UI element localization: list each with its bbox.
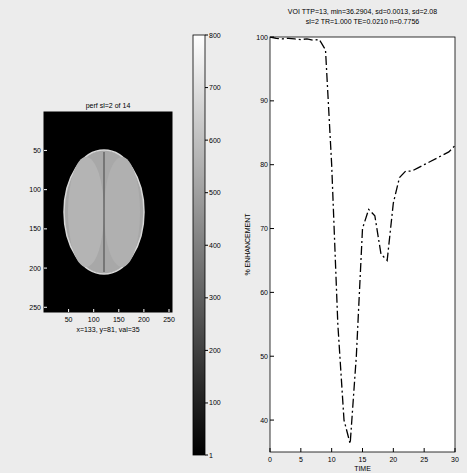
x-tick (331, 448, 332, 452)
x-tick-label: 30 (451, 456, 459, 463)
chart-subtitle: sl=2 TR=1.000 TE=0.0210 n=0.7756 (306, 18, 419, 25)
x-tick-label: 5 (299, 456, 303, 463)
x-tick-label: 200 (138, 316, 150, 323)
x-tick (362, 448, 363, 452)
x-tick-label: 20 (389, 456, 397, 463)
x-tick (68, 309, 69, 312)
y-tick-label: 200 (29, 265, 41, 272)
plot-frame (270, 37, 455, 452)
colorbar-tick-label: 200 (209, 347, 221, 354)
x-tick (270, 448, 271, 452)
x-tick-label: 50 (65, 316, 73, 323)
x-tick-label: 15 (359, 456, 367, 463)
image-xlabel: x=133, y=81, val=35 (76, 326, 139, 334)
y-tick (44, 307, 47, 308)
colorbar-tick (205, 87, 208, 88)
figure: 5010015020025050100150200250perf sl=2 of… (0, 0, 467, 473)
enhancement-line (270, 37, 455, 444)
y-axis-title: % ENHANCEMENT (244, 213, 251, 276)
colorbar-tick-label: 400 (209, 242, 221, 249)
y-tick (44, 150, 47, 151)
colorbar-tick (205, 455, 208, 456)
y-tick-label: 90 (260, 97, 268, 104)
x-axis-title: TIME (354, 465, 371, 472)
x-tick (168, 309, 169, 312)
midline (103, 152, 104, 272)
y-tick (270, 228, 274, 229)
x-tick (424, 448, 425, 452)
y-tick-label: 50 (33, 147, 41, 154)
y-tick-label: 50 (260, 353, 268, 360)
colorbar-tick (205, 350, 208, 351)
y-tick-label: 80 (260, 161, 268, 168)
x-tick (93, 309, 94, 312)
x-tick-label: 10 (328, 456, 336, 463)
colorbar-tick (205, 402, 208, 403)
y-tick (270, 420, 274, 421)
colorbar-tick-label: 1 (209, 452, 213, 459)
y-tick-label: 60 (260, 289, 268, 296)
y-tick (270, 164, 274, 165)
y-tick (270, 100, 274, 101)
colorbar (193, 35, 205, 455)
x-tick (455, 448, 456, 452)
y-tick (44, 228, 47, 229)
x-tick-label: 150 (113, 316, 125, 323)
brain-hemisphere (68, 157, 104, 267)
colorbar-tick (205, 297, 208, 298)
colorbar-tick (205, 245, 208, 246)
colorbar-tick-label: 600 (209, 137, 221, 144)
plot-area (270, 37, 455, 444)
x-tick (393, 448, 394, 452)
image-background (44, 112, 172, 312)
image-title: perf sl=2 of 14 (86, 102, 131, 110)
colorbar-tick (205, 35, 208, 36)
x-tick (118, 309, 119, 312)
x-tick-label: 100 (88, 316, 100, 323)
y-tick-label: 40 (260, 417, 268, 424)
x-tick-label: 0 (268, 456, 272, 463)
colorbar-tick-label: 100 (209, 399, 221, 406)
y-tick-label: 70 (260, 225, 268, 232)
brain-slice (64, 150, 144, 274)
y-tick-label: 100 (256, 34, 268, 41)
y-tick (270, 356, 274, 357)
x-tick (300, 448, 301, 452)
colorbar-tick-label: 500 (209, 189, 221, 196)
y-tick (270, 292, 274, 293)
colorbar-tick-label: 800 (209, 32, 221, 39)
x-tick (143, 309, 144, 312)
y-tick-label: 250 (29, 304, 41, 311)
y-tick (44, 268, 47, 269)
brain-hemisphere (104, 157, 140, 267)
colorbar-tick-label: 700 (209, 84, 221, 91)
x-tick-label: 25 (420, 456, 428, 463)
y-tick-label: 150 (29, 225, 41, 232)
colorbar-tick (205, 192, 208, 193)
y-tick-label: 100 (29, 186, 41, 193)
colorbar-tick (205, 140, 208, 141)
chart-title: VOI TTP=13, min=36.2904, sd=0.0013, sd=2… (288, 8, 437, 15)
x-tick-label: 250 (163, 316, 175, 323)
colorbar-tick-label: 300 (209, 294, 221, 301)
y-tick (44, 189, 47, 190)
